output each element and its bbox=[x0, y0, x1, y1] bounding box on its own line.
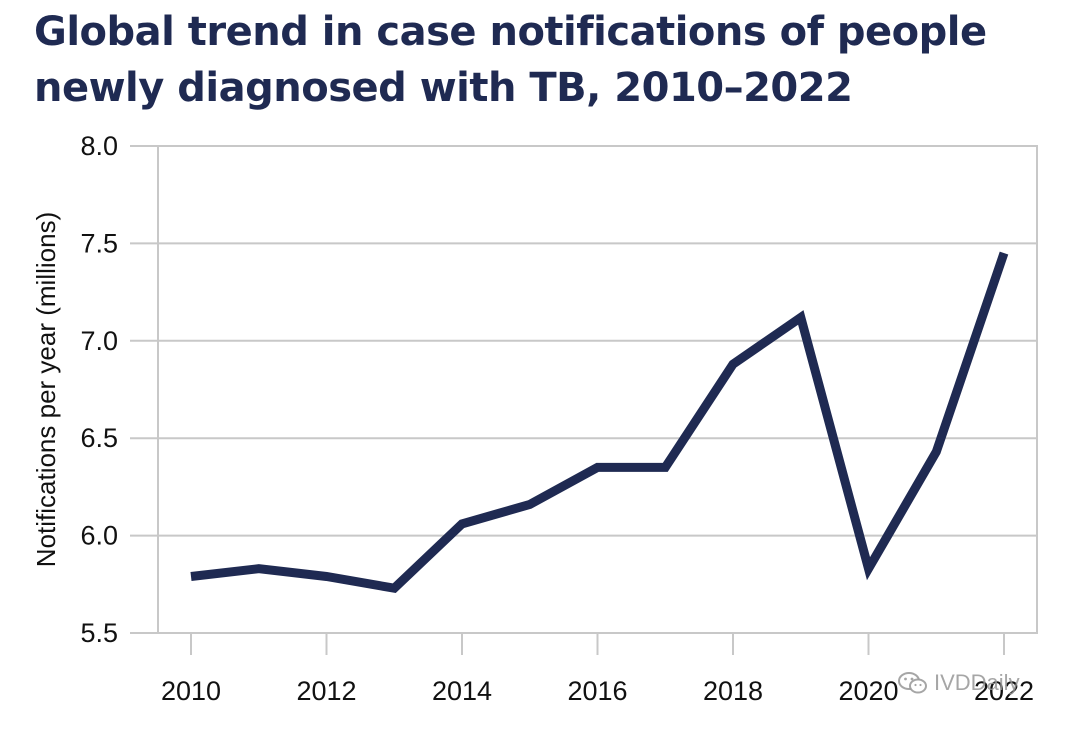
y-tick-label: 7.5 bbox=[80, 228, 118, 258]
series-layer bbox=[190, 251, 1009, 594]
plot-frame bbox=[157, 145, 1038, 634]
chart-title: Global trend in case notifications of pe… bbox=[34, 4, 1034, 116]
y-tick-label: 6.0 bbox=[80, 521, 118, 551]
x-tick-label: 2010 bbox=[161, 676, 221, 706]
x-axis: 2010 2012 2014 2016 2018 2020 2022 bbox=[161, 633, 1034, 706]
wechat-icon bbox=[898, 672, 927, 694]
y-tick-label: 6.5 bbox=[80, 423, 118, 453]
chart-title-line-2: newly diagnosed with TB, 2010–2022 bbox=[34, 65, 853, 111]
series-line bbox=[190, 251, 1009, 594]
y-axis-label: Notifications per year (millions) bbox=[31, 212, 61, 567]
x-tick-label: 2018 bbox=[703, 676, 763, 706]
x-tick-label: 2012 bbox=[296, 676, 356, 706]
y-tick-label: 7.0 bbox=[80, 326, 118, 356]
x-tick-label: 2014 bbox=[432, 676, 492, 706]
x-tick-label: 2016 bbox=[567, 676, 627, 706]
x-tick-label: 2022 bbox=[974, 676, 1034, 706]
y-tick-label: 8.0 bbox=[80, 131, 118, 161]
chart-title-line-1: Global trend in case notifications of pe… bbox=[34, 9, 987, 55]
y-tick-label: 5.5 bbox=[80, 618, 118, 648]
watermark-text: IVDDaily bbox=[934, 670, 1020, 695]
gridlines bbox=[130, 145, 1037, 634]
y-axis: 5.5 6.0 6.5 7.0 7.5 8.0 bbox=[80, 131, 118, 648]
watermark: IVDDaily bbox=[898, 670, 1020, 696]
x-tick-label: 2020 bbox=[838, 676, 898, 706]
